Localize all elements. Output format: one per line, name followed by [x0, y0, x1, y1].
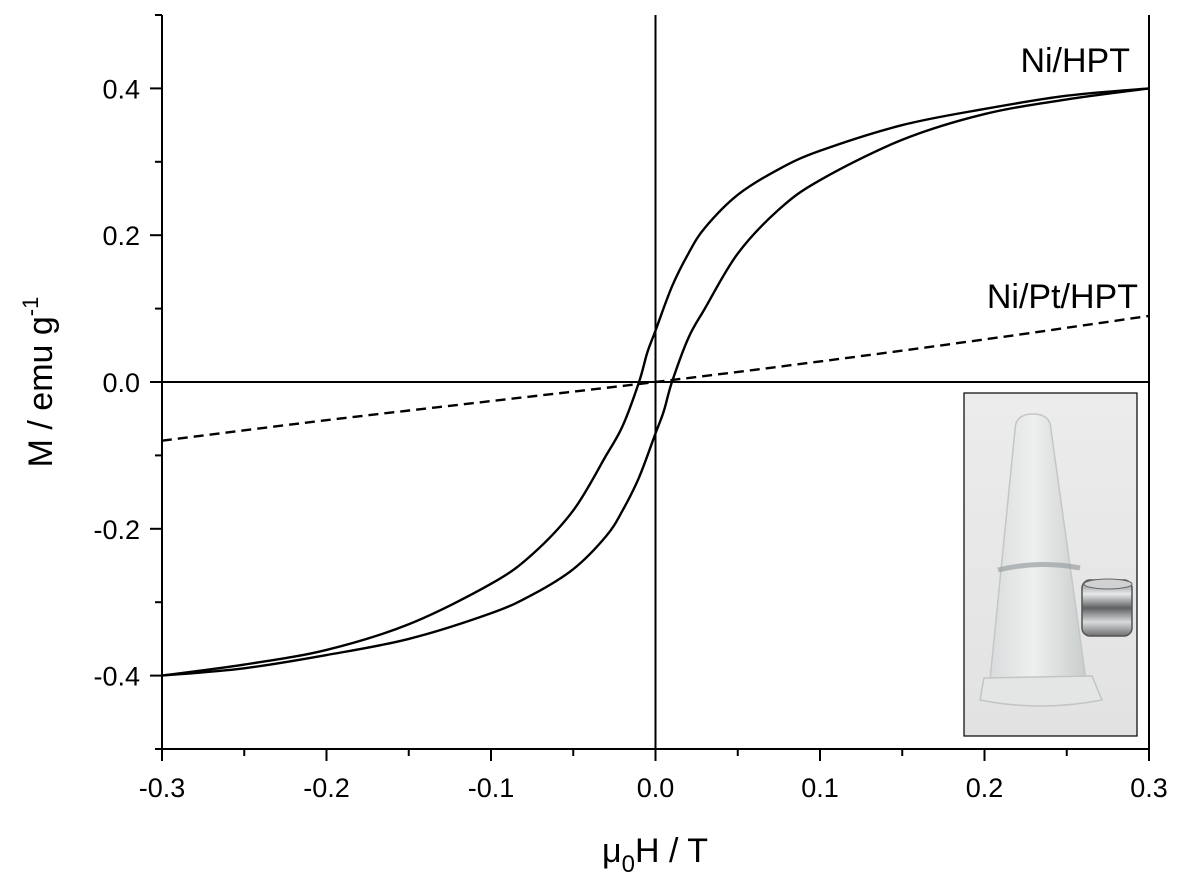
series-0-branch-0	[161, 87, 1150, 677]
series-layer	[161, 87, 1150, 677]
x-tick-label: -0.2	[303, 773, 350, 803]
x-tick-label: 0.0	[637, 773, 675, 803]
x-axis-title: μ0H / T	[602, 832, 708, 878]
y-tick-label: 0.0	[102, 368, 140, 398]
y-tick-label: -0.4	[93, 662, 140, 692]
y-axis-title-sup: -1	[18, 297, 43, 317]
x-tick-label: 0.3	[1130, 773, 1168, 803]
series-1-branch-0	[161, 314, 1150, 442]
y-axis-title-main: M / emu g	[22, 316, 60, 467]
series-label-ni-hpt: Ni/HPT	[1020, 42, 1130, 80]
x-tick-label: 0.2	[966, 773, 1004, 803]
x-tick-label: 0.1	[801, 773, 839, 803]
x-tick-label: -0.1	[468, 773, 515, 803]
series-label-ni-pt-hpt: Ni/Pt/HPT	[987, 278, 1138, 316]
x-tick-label: -0.3	[139, 773, 186, 803]
x-axis-title-sub: 0	[622, 851, 635, 878]
y-tick-label: 0.2	[102, 221, 140, 251]
y-axis-title: M / emu g-1	[18, 297, 60, 468]
tick-labels: -0.3 -0.2 -0.1 0.0 0.1 0.2 0.3 -0.4 -0.2 0.0 0.2 0.…	[93, 74, 1167, 803]
series-0-branch-1	[161, 87, 1150, 677]
x-axis-title-base: μ	[602, 832, 622, 870]
y-tick-label: 0.4	[102, 74, 140, 104]
y-tick-label: -0.2	[93, 515, 140, 545]
x-axis-title-rest: H / T	[635, 832, 708, 870]
inset-photo	[963, 392, 1138, 737]
axis-ticks	[150, 14, 1150, 761]
